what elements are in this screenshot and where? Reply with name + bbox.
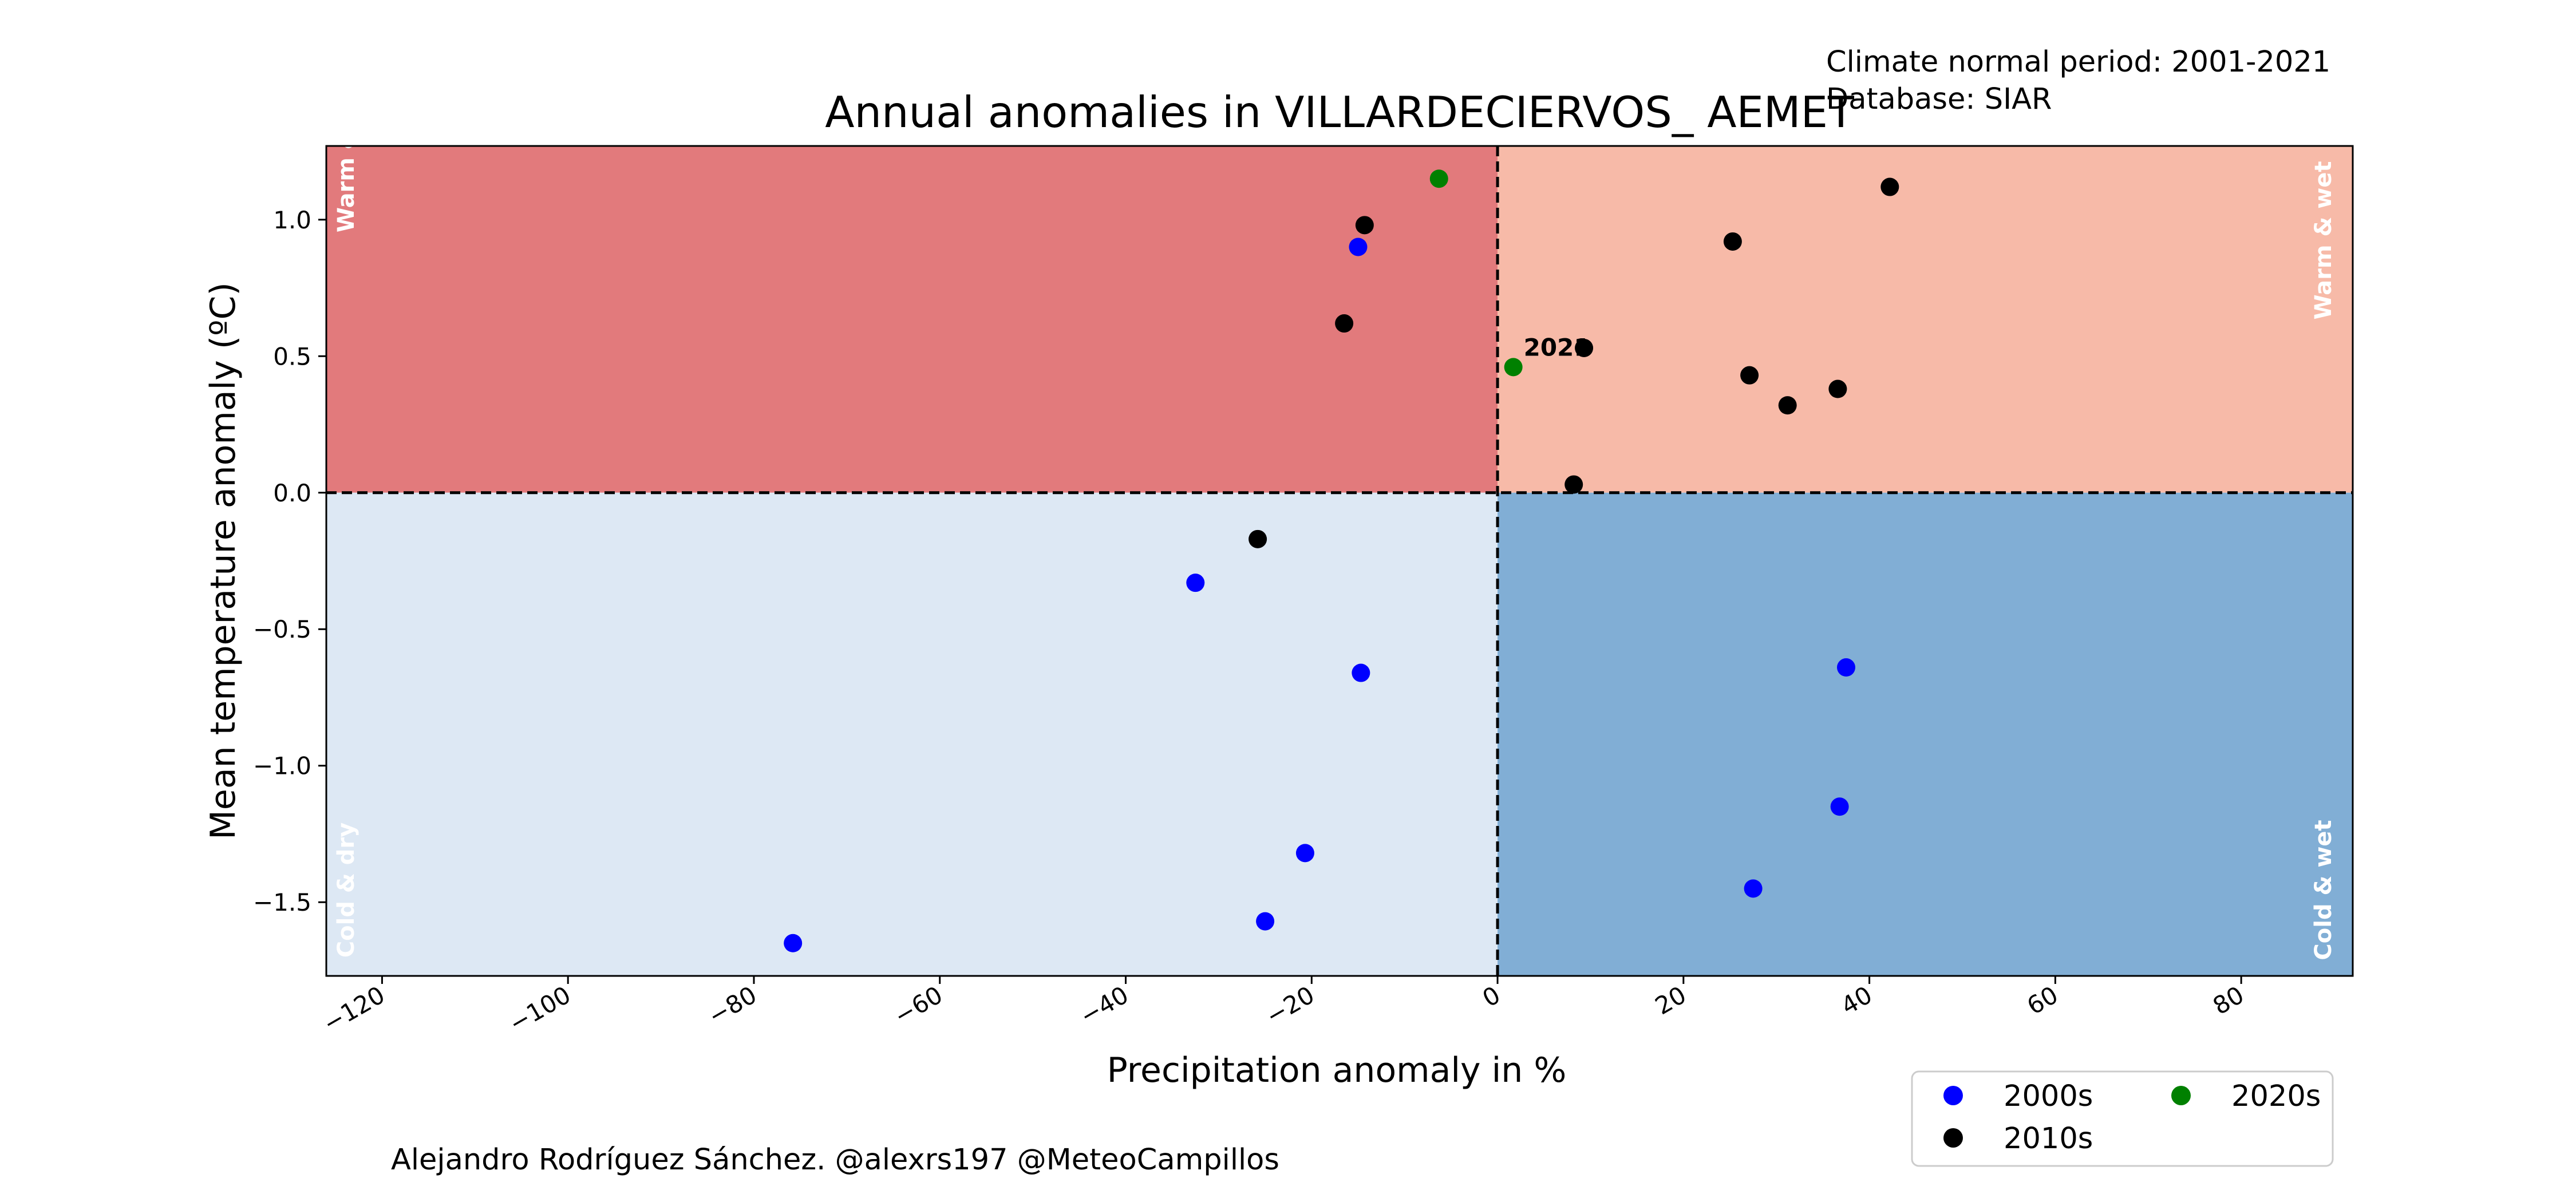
x-tick-label: 0	[1477, 980, 1505, 1013]
point-2010s-9	[1564, 475, 1583, 494]
legend-marker-2000s	[1943, 1086, 1963, 1105]
quadrant-label-warm-dry: Warm & dry	[333, 79, 359, 232]
legend-box	[1911, 1070, 2334, 1167]
legend: 2000s 2010s 2020s	[1911, 1070, 2334, 1167]
point-2010s-6	[1740, 366, 1759, 385]
quadrant-label-warm-wet: Warm & wet	[2310, 161, 2337, 319]
y-axis-label: Mean temperature anomaly (ºC)	[203, 282, 243, 840]
point-2010s-8	[1828, 379, 1847, 398]
climate-normal-note: Climate normal period: 2001-2021	[1826, 45, 2330, 79]
quadrant-label-cold-dry: Cold & dry	[333, 823, 359, 958]
x-axis-ticks: −120 −100 −80 −60 −40 −20 0 20 40 60 80	[318, 976, 2249, 1038]
point-2000s-3	[1295, 844, 1314, 863]
x-tick-label: −60	[889, 980, 947, 1030]
point-2000s-4	[1256, 912, 1275, 931]
legend-label-2020s: 2020s	[2231, 1080, 2321, 1113]
legend-marker-2020s	[2171, 1086, 2191, 1105]
point-2010s-4	[1880, 177, 1899, 196]
point-2000s-0	[1349, 238, 1368, 256]
quadrant-warm-wet	[1498, 146, 2353, 493]
y-tick-label: −1.5	[253, 888, 311, 916]
point-2000s-5	[784, 934, 803, 952]
x-tick-label: −20	[1261, 980, 1319, 1030]
point-2000s-7	[1830, 797, 1849, 816]
point-2010s-2	[1249, 529, 1267, 548]
scatter-points: 2021	[784, 169, 1899, 952]
quadrant-cold-wet	[1498, 492, 2353, 976]
point-2020s-1	[1504, 358, 1523, 377]
legend-label-2010s: 2010s	[2004, 1122, 2093, 1156]
y-axis-ticks: 1.0 0.5 0.0 −0.5 −1.0 −1.5	[253, 206, 326, 916]
point-2010s-3	[1723, 232, 1742, 251]
quadrant-cold-dry	[326, 492, 1498, 976]
point-2000s-1	[1186, 574, 1205, 592]
point-2020s-0	[1429, 169, 1448, 188]
y-tick-label: 1.0	[273, 206, 311, 234]
quadrant-label-cold-wet: Cold & wet	[2310, 820, 2337, 960]
point-2000s-2	[1352, 663, 1370, 682]
point-2000s-6	[1837, 658, 1855, 677]
y-tick-label: 0.5	[273, 342, 311, 370]
chart-title: Annual anomalies in VILLARDECIERVOS_ AEM…	[825, 87, 1855, 137]
legend-marker-2010s	[1943, 1128, 1963, 1148]
quadrant-warm-dry	[326, 146, 1498, 493]
x-tick-label: 40	[1836, 980, 1877, 1020]
point-2010s-7	[1778, 396, 1797, 415]
y-tick-label: −1.0	[253, 752, 311, 780]
point-2000s-8	[1744, 879, 1763, 898]
y-tick-label: 0.0	[273, 479, 311, 507]
x-tick-label: −40	[1075, 980, 1133, 1030]
legend-label-2000s: 2000s	[2004, 1080, 2093, 1113]
axes-frame	[325, 145, 2354, 977]
x-tick-label: 80	[2208, 980, 2249, 1020]
point-2010s-0	[1355, 216, 1374, 235]
point-label-2021: 2021	[1524, 333, 1591, 361]
y-tick-label: −0.5	[253, 615, 311, 643]
x-tick-label: −100	[504, 980, 575, 1038]
credit-text: Alejandro Rodríguez Sánchez. @alexrs197 …	[391, 1143, 1279, 1177]
point-2010s-1	[1335, 314, 1354, 333]
x-tick-label: −80	[704, 980, 761, 1030]
database-note: Database: SIAR	[1826, 82, 2052, 116]
point-2010s-5	[1575, 338, 1594, 357]
x-tick-label: 60	[2022, 980, 2063, 1020]
x-axis-label: Precipitation anomaly in %	[1107, 1050, 1567, 1090]
x-tick-label: 20	[1650, 980, 1691, 1020]
x-tick-label: −120	[318, 980, 389, 1038]
